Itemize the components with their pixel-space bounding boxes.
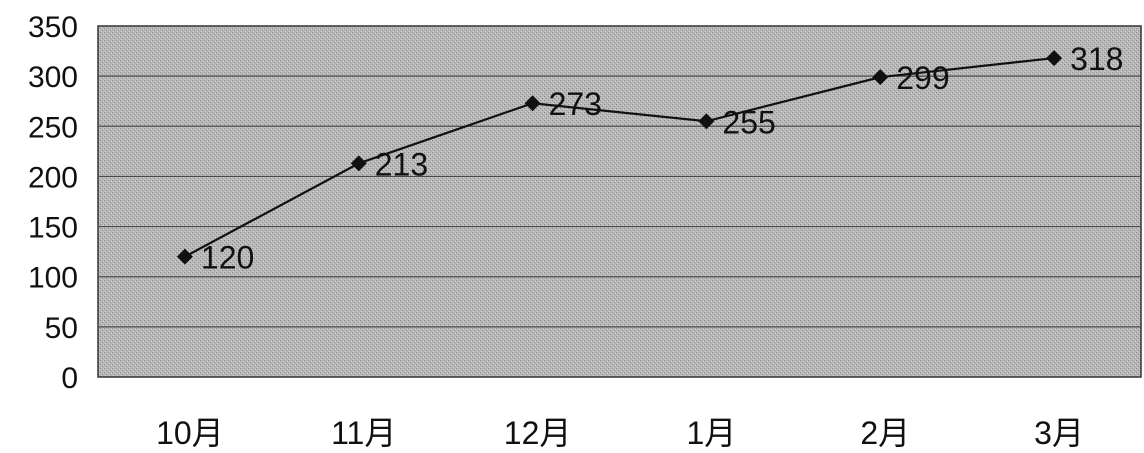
x-tick-label: 10月 (156, 415, 224, 451)
y-tick-label: 150 (28, 212, 78, 245)
data-labels: 120 213 273 255 299 318 (201, 41, 1124, 276)
x-tick-label: 11月 (331, 415, 396, 451)
data-point-marker (698, 113, 715, 130)
data-label: 318 (1070, 41, 1123, 77)
x-axis-tick-labels: 10月 11月 12月 1月 2月 3月 (156, 415, 1084, 451)
data-label: 120 (201, 240, 254, 276)
data-point-marker (524, 95, 541, 112)
data-label: 213 (375, 146, 428, 182)
data-point-marker (176, 248, 193, 265)
gridlines (98, 75, 1141, 328)
y-tick-label: 300 (28, 61, 78, 94)
data-label: 255 (722, 104, 775, 140)
series (176, 50, 1063, 265)
data-point-marker (350, 155, 367, 172)
data-point-marker (872, 69, 889, 86)
y-tick-label: 0 (61, 362, 78, 395)
x-tick-label: 1月 (687, 415, 737, 451)
x-tick-label: 3月 (1034, 415, 1084, 451)
x-tick-label: 2月 (860, 415, 910, 451)
data-label: 299 (896, 60, 949, 96)
data-label: 273 (549, 86, 602, 122)
plot-area (97, 25, 1142, 378)
y-tick-label: 100 (28, 262, 78, 295)
y-axis-tick-labels: 0 50 100 150 200 250 300 350 (28, 11, 78, 395)
y-tick-label: 350 (28, 11, 78, 44)
x-tick-label: 12月 (504, 415, 572, 451)
y-tick-label: 250 (28, 111, 78, 144)
series-line (184, 56, 1055, 258)
y-tick-label: 50 (45, 312, 78, 345)
data-point-marker (1046, 50, 1063, 67)
y-tick-label: 200 (28, 161, 78, 194)
